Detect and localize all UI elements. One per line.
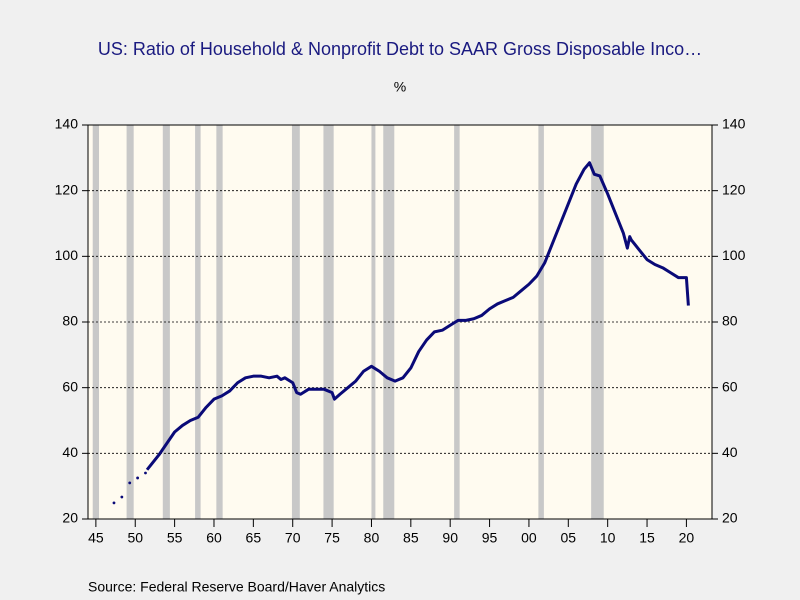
x-tick-label: 95: [482, 530, 498, 546]
data-point: [136, 476, 140, 480]
y-tick-label: 60: [62, 378, 78, 394]
x-tick-label: 65: [246, 530, 262, 546]
y2-tick-label: 100: [722, 247, 746, 263]
y2-tick-label: 80: [722, 313, 738, 329]
y-tick-label: 80: [62, 313, 78, 329]
x-tick-label: 10: [600, 530, 616, 546]
recession-band: [291, 125, 300, 519]
x-tick-label: 55: [167, 530, 183, 546]
data-point: [120, 495, 124, 499]
x-tick-label: 85: [403, 530, 419, 546]
y-tick-label: 40: [62, 444, 78, 460]
recession-band: [162, 125, 170, 519]
x-tick-label: 05: [561, 530, 577, 546]
data-line: [145, 161, 690, 471]
x-tick-label: 80: [364, 530, 380, 546]
x-tick-label: 00: [521, 530, 537, 546]
x-tick-label: 50: [127, 530, 143, 546]
y2-tick-label: 20: [722, 510, 738, 526]
data-point: [112, 501, 116, 505]
recession-band: [126, 125, 134, 519]
x-tick-label: 70: [285, 530, 301, 546]
y2-tick-label: 140: [722, 116, 746, 132]
x-tick-label: 90: [442, 530, 458, 546]
plot-border: [87, 124, 713, 520]
y-tick-label: 140: [55, 116, 79, 132]
chart-title: US: Ratio of Household & Nonprofit Debt …: [98, 39, 702, 59]
data-point: [144, 471, 147, 475]
y2-tick-label: 40: [722, 444, 738, 460]
y-tick-label: 20: [62, 510, 78, 526]
source: Source: Federal Reserve Board/Haver Anal…: [88, 579, 385, 595]
recession-band: [216, 125, 223, 519]
data-point: [128, 481, 132, 485]
y2-tick-label: 120: [722, 181, 746, 197]
recession-band: [92, 125, 100, 519]
x-tick-label: 15: [639, 530, 655, 546]
y2-tick-label: 60: [722, 378, 738, 394]
x-tick-label: 60: [206, 530, 222, 546]
y-tick-label: 100: [55, 247, 79, 263]
x-tick-label: 45: [88, 530, 104, 546]
x-tick-label: 75: [324, 530, 340, 546]
x-tick-label: 20: [679, 530, 695, 546]
chart-subtitle: %: [394, 79, 406, 95]
y-tick-label: 120: [55, 181, 79, 197]
